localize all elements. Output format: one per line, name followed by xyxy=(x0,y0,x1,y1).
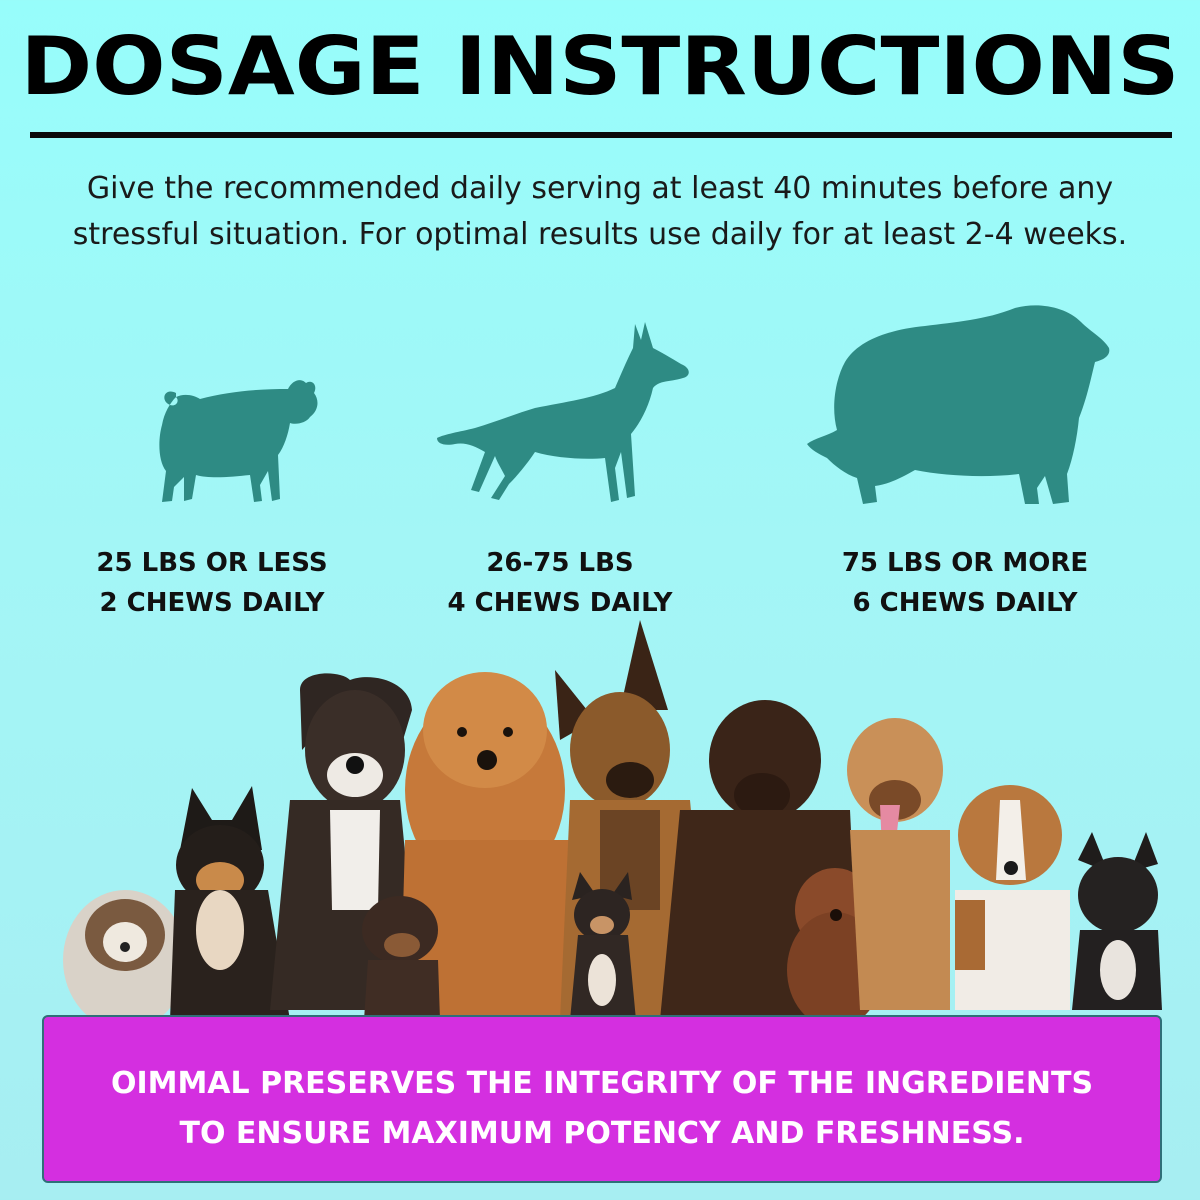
shih-tzu-dog xyxy=(63,890,187,1030)
intro-line-2: stressful situation. For optimal results… xyxy=(72,217,1128,252)
tier-dose: 2 CHEWS DAILY xyxy=(99,588,325,618)
banner-line-2: TO ENSURE MAXIMUM POTENCY AND FRESHNESS. xyxy=(179,1116,1025,1151)
beagle-dog xyxy=(955,785,1070,1010)
dosage-tier-medium: 26-75 LBS 4 CHEWS DAILY xyxy=(400,543,720,623)
tier-dose: 6 CHEWS DAILY xyxy=(852,588,1078,618)
chihuahua-dog xyxy=(570,872,636,1020)
tier-dose: 4 CHEWS DAILY xyxy=(447,588,673,618)
intro-line-1: Give the recommended daily serving at le… xyxy=(86,171,1114,206)
tier-weight: 75 LBS OR MORE xyxy=(841,548,1089,578)
banner-text: OIMMAL PRESERVES THE INTEGRITY OF THE IN… xyxy=(44,1059,1160,1159)
shiba-dog xyxy=(170,786,290,1020)
freshness-banner: OIMMAL PRESERVES THE INTEGRITY OF THE IN… xyxy=(42,1015,1162,1183)
boxer-dog xyxy=(270,673,420,1010)
large-dog-silhouette-icon xyxy=(807,305,1110,504)
intro-text: Give the recommended daily serving at le… xyxy=(20,166,1180,258)
dosage-tier-large: 75 LBS OR MORE 6 CHEWS DAILY xyxy=(805,543,1125,623)
pit-bull-dog xyxy=(847,718,950,1010)
dog-group-photo xyxy=(63,620,1162,1030)
medium-dog-silhouette-icon xyxy=(437,322,689,502)
dachshund-dog xyxy=(362,896,440,1020)
french-bulldog-dog xyxy=(1072,832,1162,1010)
tier-weight: 25 LBS OR LESS xyxy=(96,548,328,578)
page-title: DOSAGE INSTRUCTIONS xyxy=(20,20,1180,113)
banner-line-1: OIMMAL PRESERVES THE INTEGRITY OF THE IN… xyxy=(110,1066,1094,1101)
tier-weight: 26-75 LBS xyxy=(486,548,634,578)
chow-chow-dog xyxy=(400,672,580,1020)
small-dog-silhouette-icon xyxy=(159,380,318,502)
dosage-tier-small: 25 LBS OR LESS 2 CHEWS DAILY xyxy=(62,543,362,623)
title-divider xyxy=(30,132,1172,138)
